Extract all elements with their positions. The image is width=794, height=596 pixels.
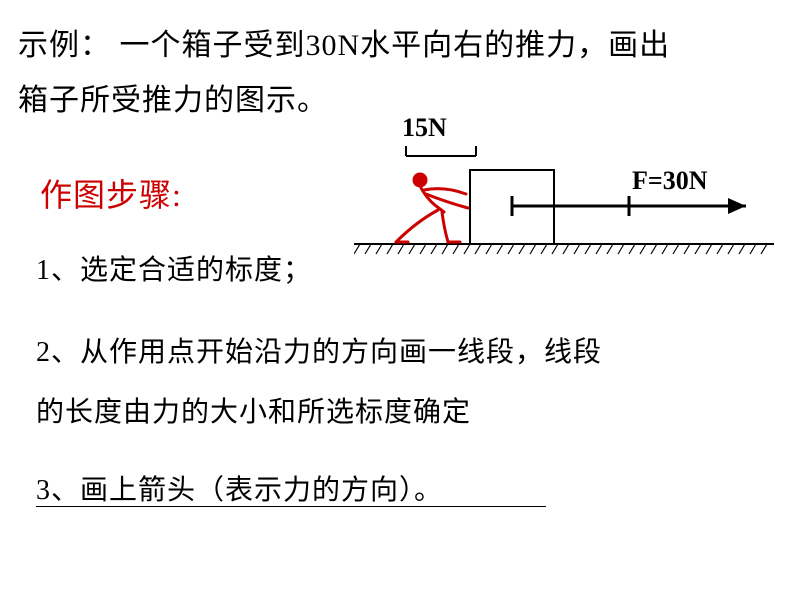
step-2-line2: 的长度由力的大小和所选标度确定: [36, 390, 471, 430]
step-3-underline: [36, 506, 546, 507]
scale-label: 15N: [402, 113, 447, 143]
step-2-line1: 2、从作用点开始沿力的方向画一线段，线段: [36, 330, 602, 370]
ground-hatching: [354, 244, 767, 254]
steps-title: 作图步骤:: [40, 170, 182, 216]
scale-bracket: [406, 146, 476, 156]
step-3: 3、画上箭头（表示力的方向）。: [36, 468, 443, 508]
person-icon: [396, 174, 468, 242]
force-arrow: [512, 196, 746, 216]
force-diagram: [354, 146, 774, 266]
example-text-line2: 箱子所受推力的图示。: [18, 75, 328, 119]
step-1: 1、选定合适的标度；: [36, 248, 312, 288]
example-text-line1: 示例： 一个箱子受到30N水平向右的推力，画出: [18, 20, 670, 64]
